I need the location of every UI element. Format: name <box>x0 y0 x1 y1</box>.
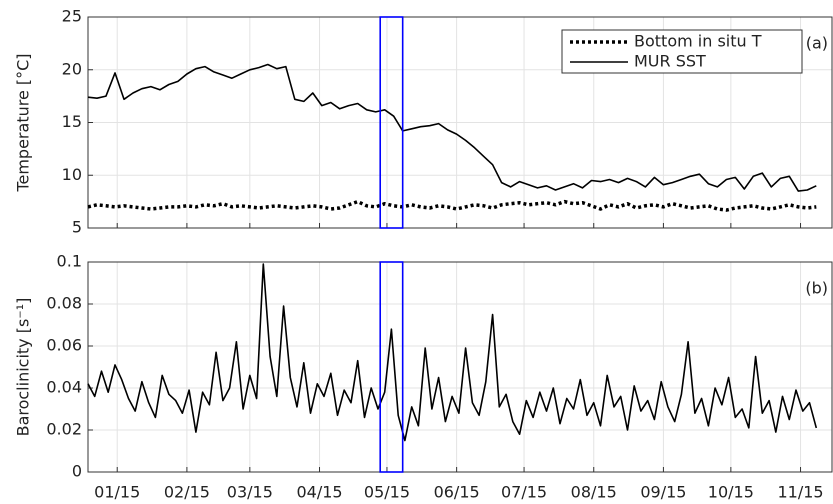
x-tick-label: 01/15 <box>94 483 140 502</box>
y-tick-label: 0.08 <box>46 294 82 313</box>
y-tick-label: 15 <box>62 112 82 131</box>
y-axis-label: Temperature [°C] <box>14 53 33 192</box>
panel-label: (b) <box>805 279 828 298</box>
x-tick-label: 10/15 <box>708 483 754 502</box>
y-tick-label: 0 <box>72 462 82 481</box>
legend-box <box>561 29 803 74</box>
y-axis-label: Baroclinicity [s⁻¹] <box>14 298 33 437</box>
x-tick-label: 04/15 <box>296 483 342 502</box>
plot-frame <box>87 261 833 473</box>
data-line <box>87 63 817 192</box>
panel-label: (a) <box>806 34 828 53</box>
y-tick-label: 20 <box>62 59 82 78</box>
y-tick-label: 5 <box>72 218 82 237</box>
y-tick-label: 0.04 <box>46 378 82 397</box>
x-tick-label: 02/15 <box>164 483 210 502</box>
x-tick-label: 05/15 <box>364 483 410 502</box>
x-tick-label: 09/15 <box>640 483 686 502</box>
y-tick-label: 0.02 <box>46 420 82 439</box>
y-tick-label: 25 <box>62 7 82 26</box>
x-tick-label: 08/15 <box>571 483 617 502</box>
y-tick-label: 10 <box>62 165 82 184</box>
x-tick-label: 03/15 <box>227 483 273 502</box>
data-line <box>87 199 817 212</box>
data-line <box>87 263 818 442</box>
highlight-box <box>379 261 404 473</box>
legend-label: MUR SST <box>634 52 706 71</box>
y-tick-label: 0.06 <box>46 336 82 355</box>
x-tick-label: 11/15 <box>777 483 823 502</box>
plot-frame <box>87 16 833 229</box>
legend-label: Bottom in situ T <box>634 32 762 51</box>
y-tick-label: 0.1 <box>57 252 82 271</box>
highlight-box <box>379 16 404 229</box>
x-tick-label: 07/15 <box>501 483 547 502</box>
x-tick-label: 06/15 <box>434 483 480 502</box>
